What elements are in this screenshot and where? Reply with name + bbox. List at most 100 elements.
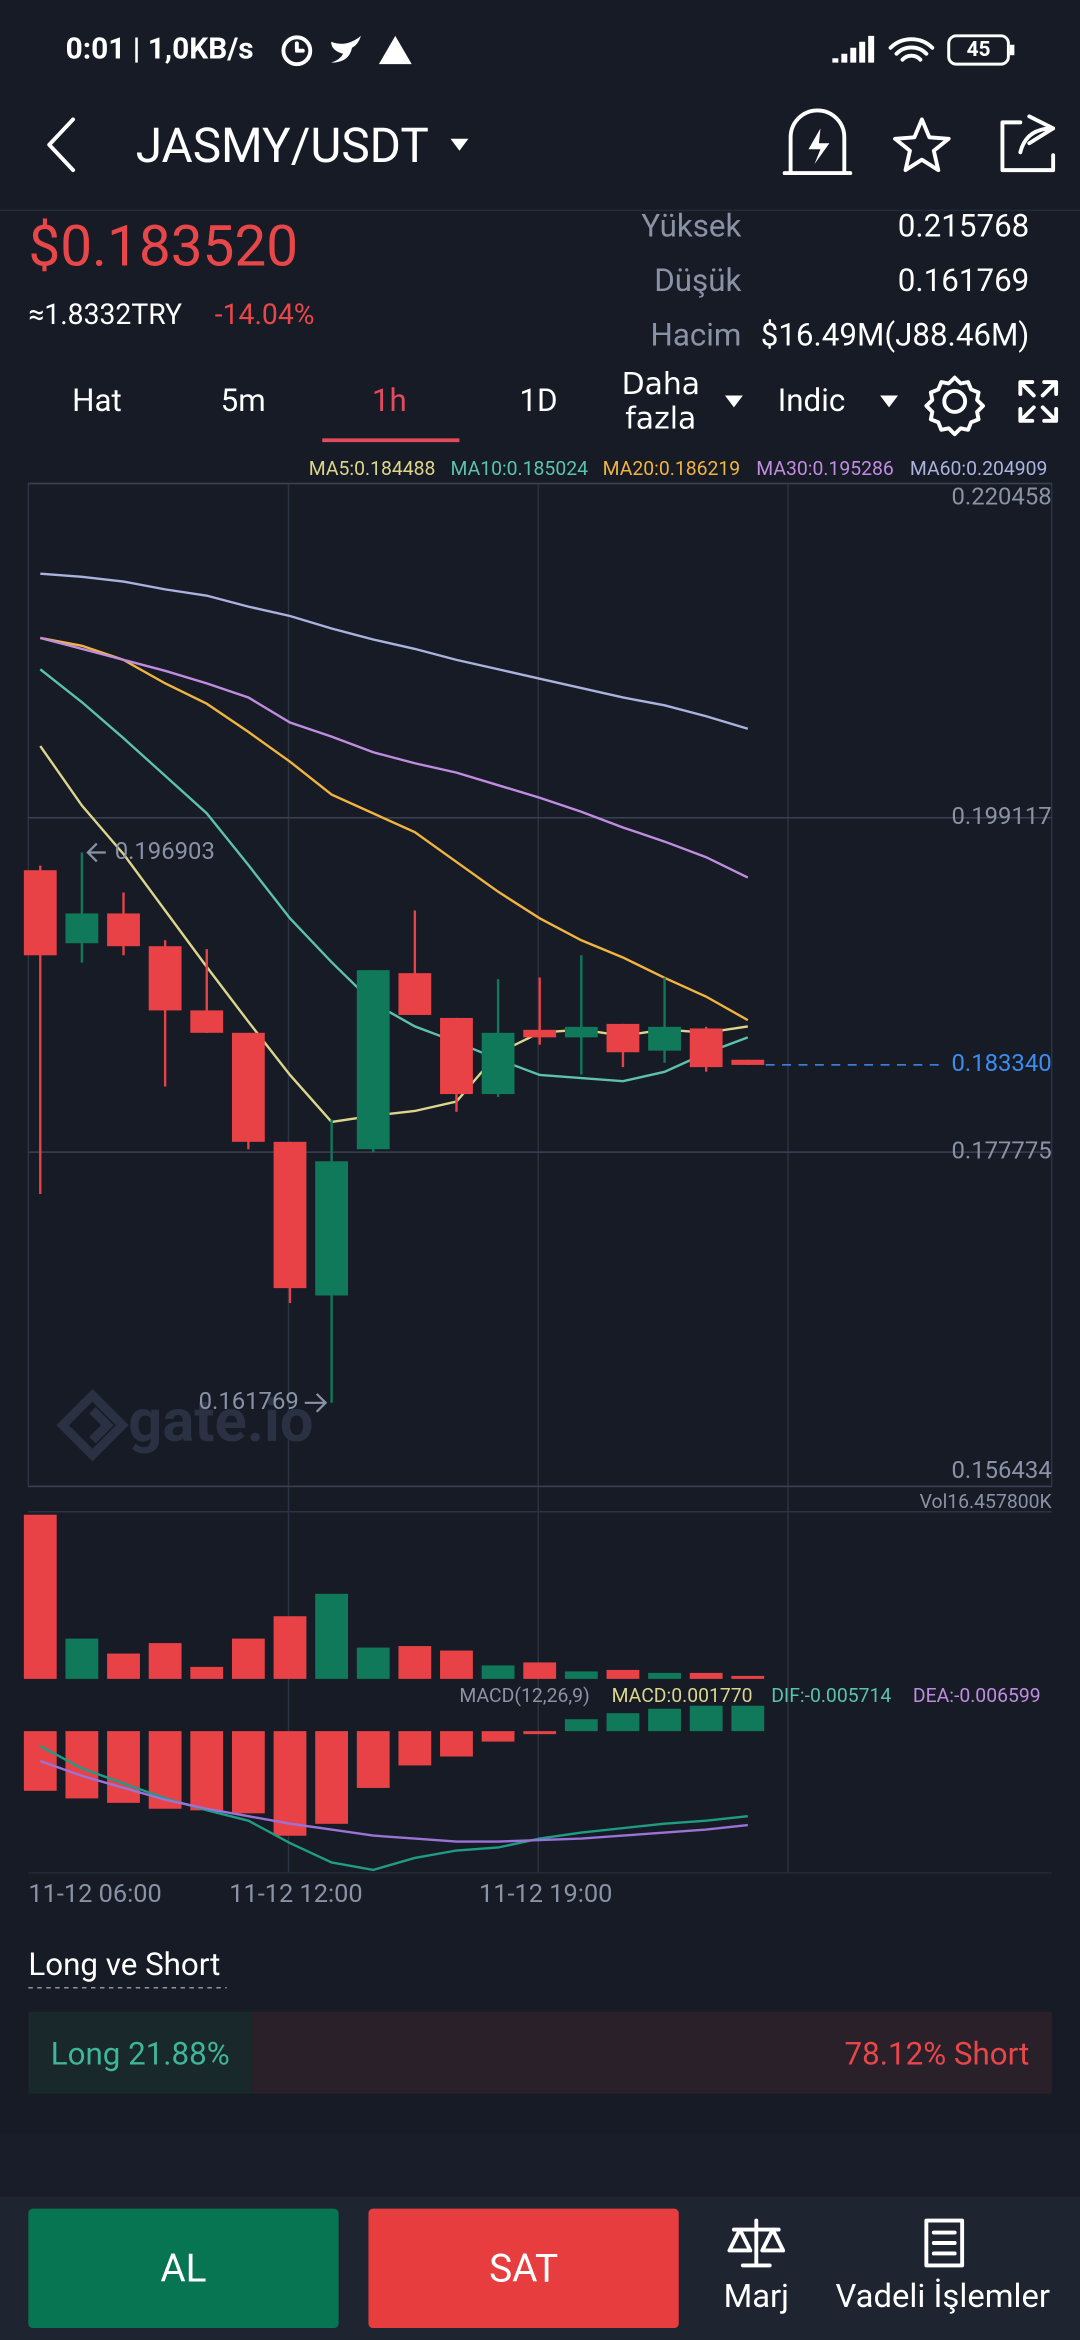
stat-value: 0.215768	[898, 208, 1029, 245]
x-tick-label: 11-12 12:00	[229, 1879, 362, 1909]
macd-bar	[315, 1731, 349, 1824]
back-button[interactable]	[47, 117, 76, 173]
alert-button[interactable]	[782, 108, 853, 176]
macd-bar	[689, 1705, 723, 1732]
ma-line	[40, 636, 749, 1022]
tab[interactable]: 1D	[519, 382, 557, 419]
candle-body	[65, 913, 99, 944]
volume-bar	[273, 1616, 307, 1679]
ma-legend: MA5:0.184488	[309, 457, 436, 480]
kline-chart: 0.220458 0.199117 0.177775 0.156434 gate.io M…	[23, 457, 1052, 1909]
stat-label: Hacim	[651, 317, 742, 354]
candle-body	[23, 870, 57, 956]
favorite-button[interactable]	[893, 117, 951, 173]
tab[interactable]: Hat	[72, 382, 122, 419]
candle-body	[273, 1141, 307, 1289]
candle-body	[606, 1023, 640, 1053]
candle-body	[148, 946, 182, 1011]
macd-label: MACD:0.001770	[612, 1684, 753, 1707]
volume-bar	[315, 1593, 349, 1679]
volume-bar	[107, 1653, 140, 1679]
macd-bar	[398, 1731, 432, 1766]
long-segment	[28, 2011, 253, 2094]
tab[interactable]: 1h	[372, 382, 407, 419]
volume-bar	[440, 1650, 473, 1679]
last-price-label: 0.183340	[952, 1049, 1052, 1077]
stat-label: Yüksek	[641, 208, 741, 245]
volume-bar	[356, 1647, 390, 1679]
ma-line	[40, 572, 749, 730]
tab[interactable]: 5m	[221, 382, 266, 419]
watermark: gate.io	[128, 1386, 313, 1456]
volume-bar	[648, 1672, 681, 1679]
candle-body	[190, 1010, 224, 1033]
pair-title[interactable]: JASMY/USDT	[136, 118, 429, 174]
futures-label[interactable]: Vadeli İşlemler	[836, 2277, 1050, 2316]
ma-legend: MA10:0.185024	[450, 457, 588, 480]
short-segment	[252, 2011, 1052, 2094]
futures-icon[interactable]	[924, 2218, 965, 2268]
y-tick-label: 0.199117	[952, 802, 1052, 830]
macd-bar	[356, 1731, 390, 1788]
margin-label[interactable]: Marj	[724, 2278, 789, 2316]
long-label: Long 21.88%	[51, 2036, 230, 2073]
x-tick-label: 11-12 19:00	[479, 1879, 612, 1909]
share-button[interactable]	[1000, 114, 1056, 173]
macd-bar	[65, 1731, 99, 1799]
volume-bar	[731, 1675, 765, 1679]
ma-line	[39, 668, 749, 1083]
macd-bar	[606, 1713, 640, 1732]
y-tick-label: 0.156434	[952, 1456, 1052, 1484]
macd-bar	[523, 1731, 557, 1735]
spacer	[0, 2134, 1080, 2197]
margin-icon[interactable]	[727, 2218, 786, 2268]
settings-button[interactable]	[924, 375, 985, 437]
buy-label[interactable]: AL	[160, 2247, 206, 2292]
fullscreen-button[interactable]	[1018, 380, 1059, 423]
low-marker-arrow	[304, 1393, 328, 1413]
macd-bar	[190, 1731, 224, 1811]
macd-bar	[231, 1731, 265, 1814]
status-time: 0:01 | 1,0KB/s	[66, 32, 254, 67]
candle-body	[231, 1032, 265, 1142]
macd-bar	[731, 1705, 765, 1732]
x-tick-label: 11-12 06:00	[28, 1879, 161, 1909]
volume-bar	[231, 1638, 265, 1679]
long-short-title: Long ve Short	[28, 1946, 220, 1983]
battery-level: 45	[967, 38, 991, 62]
tabs: Hat 5m 1h 1D Daha fazla Indic	[72, 367, 846, 439]
stat-value: 0.161769	[898, 262, 1029, 299]
macd-label: DIF:-0.005714	[771, 1684, 891, 1707]
tab-label[interactable]: Daha fazla	[621, 367, 701, 436]
stats: Yüksek 0.215768 Düşük 0.161769 Hacim $16.49M(…	[641, 208, 1029, 354]
candle-body	[356, 970, 390, 1150]
tab[interactable]: Daha fazla	[601, 367, 720, 439]
ma-legend: MA60:0.204909	[910, 457, 1048, 480]
ma-line	[39, 636, 749, 879]
y-tick-label: 0.220458	[952, 483, 1052, 511]
converted-price: ≈1.8332TRY	[28, 298, 182, 331]
candle-body	[731, 1059, 765, 1065]
macd-label: DEA:-0.006599	[913, 1684, 1041, 1707]
volume-bar	[606, 1669, 640, 1679]
pair-dropdown[interactable]	[450, 138, 469, 151]
dea-line	[39, 1759, 748, 1843]
sell-label[interactable]: SAT	[489, 2247, 558, 2292]
high-marker-arrow	[86, 842, 106, 863]
macd-bar	[481, 1731, 515, 1742]
sell-button[interactable]	[368, 2208, 679, 2329]
buy-button[interactable]	[28, 2208, 339, 2329]
ma-legend: MA30:0.195286	[756, 457, 894, 480]
candle-body	[689, 1028, 723, 1068]
stat-value: $16.49M(J88.46M)	[761, 317, 1030, 354]
candle-body	[648, 1026, 681, 1051]
macd-label: MACD(12,26,9)	[459, 1684, 589, 1707]
short-label: 78.12% Short	[845, 2036, 1030, 2073]
watermark-logo	[56, 1389, 129, 1462]
y-tick-label: 0.177775	[952, 1136, 1052, 1164]
ma-legend: MA20:0.186219	[603, 457, 741, 480]
volume-bar	[523, 1662, 557, 1679]
tab[interactable]: Indic	[778, 382, 846, 419]
